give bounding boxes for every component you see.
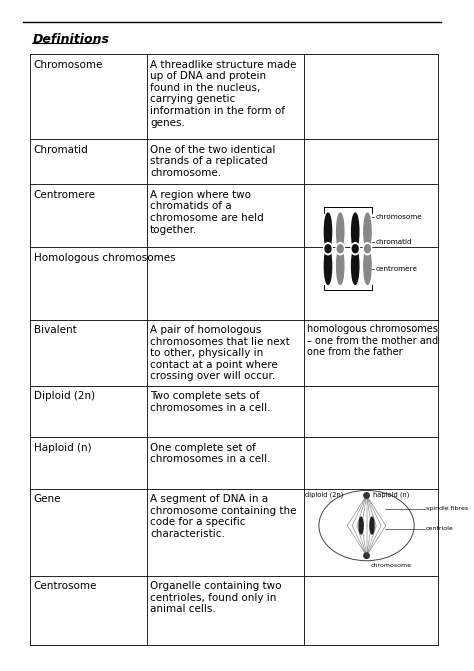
Text: chromatid: chromatid: [375, 239, 412, 245]
Ellipse shape: [336, 243, 345, 255]
Text: homologous chromosomes
– one from the mother and
one from the father: homologous chromosomes – one from the mo…: [307, 324, 438, 357]
Ellipse shape: [337, 248, 344, 285]
Text: haploid (n): haploid (n): [374, 492, 410, 498]
Text: A segment of DNA in a
chromosome containing the
code for a specific
characterist: A segment of DNA in a chromosome contain…: [150, 495, 297, 539]
Ellipse shape: [324, 243, 332, 255]
Text: A threadlike structure made
up of DNA and protein
found in the nucleus,
carrying: A threadlike structure made up of DNA an…: [150, 60, 297, 127]
Text: Bivalent: Bivalent: [34, 325, 77, 335]
Text: chromosome: chromosome: [371, 563, 412, 568]
Text: Centromere: Centromere: [34, 190, 96, 200]
Ellipse shape: [359, 517, 363, 534]
Ellipse shape: [324, 213, 332, 250]
Ellipse shape: [352, 245, 358, 253]
Text: centriole: centriole: [426, 527, 454, 531]
Text: Chromosome: Chromosome: [34, 60, 103, 70]
Text: spindle fibres: spindle fibres: [426, 507, 468, 511]
Text: Definitions: Definitions: [32, 33, 109, 46]
Ellipse shape: [352, 248, 359, 285]
Text: Chromatid: Chromatid: [34, 144, 89, 154]
Ellipse shape: [351, 243, 359, 255]
Text: A region where two
chromatids of a
chromosome are held
together.: A region where two chromatids of a chrom…: [150, 190, 264, 235]
Ellipse shape: [324, 248, 332, 285]
Text: Homologous chromosomes: Homologous chromosomes: [34, 253, 175, 263]
Ellipse shape: [365, 245, 370, 253]
Text: Two complete sets of
chromosomes in a cell.: Two complete sets of chromosomes in a ce…: [150, 391, 271, 413]
Text: diploid (2n): diploid (2n): [305, 492, 344, 498]
Ellipse shape: [364, 493, 369, 498]
Text: Centrosome: Centrosome: [34, 581, 97, 591]
Ellipse shape: [325, 245, 331, 253]
Ellipse shape: [364, 248, 371, 285]
Ellipse shape: [337, 213, 344, 250]
Ellipse shape: [370, 517, 374, 534]
Text: Diploid (2n): Diploid (2n): [34, 391, 95, 401]
Text: centromere: centromere: [375, 266, 417, 272]
Text: Gene: Gene: [34, 495, 61, 504]
Text: Haploid (n): Haploid (n): [34, 443, 91, 453]
Ellipse shape: [352, 213, 359, 250]
Ellipse shape: [337, 245, 343, 253]
Text: One of the two identical
strands of a replicated
chromosome.: One of the two identical strands of a re…: [150, 144, 275, 178]
Text: Organelle containing two
centrioles, found only in
animal cells.: Organelle containing two centrioles, fou…: [150, 581, 282, 614]
Text: One complete set of
chromosomes in a cell.: One complete set of chromosomes in a cel…: [150, 443, 271, 464]
Text: chromosome: chromosome: [375, 213, 422, 219]
Ellipse shape: [364, 553, 369, 558]
Text: A pair of homologous
chromosomes that lie next
to other, physically in
contact a: A pair of homologous chromosomes that li…: [150, 325, 290, 381]
Ellipse shape: [363, 243, 372, 255]
Ellipse shape: [364, 213, 371, 250]
